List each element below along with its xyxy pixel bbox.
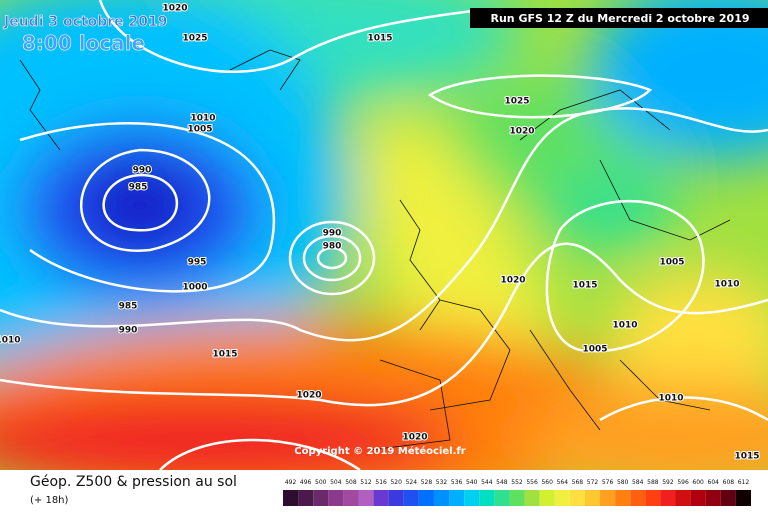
run-info: Run GFS 12 Z du Mercredi 2 octobre 2019 bbox=[490, 12, 749, 25]
scale-swatch bbox=[479, 490, 495, 506]
isobar-label: 990 bbox=[323, 229, 342, 239]
scale-label: 608 bbox=[723, 479, 735, 486]
scale-swatch bbox=[328, 490, 344, 506]
isobar-label: 1025 bbox=[504, 97, 529, 107]
scale-label: 544 bbox=[481, 479, 493, 486]
scale-swatch bbox=[705, 490, 721, 506]
scale-label: 540 bbox=[466, 479, 478, 486]
scale-swatch bbox=[283, 490, 299, 506]
scale-swatch bbox=[418, 490, 434, 506]
isobar-label: 1020 bbox=[509, 127, 534, 137]
scale-swatch bbox=[690, 490, 706, 506]
scale-label: 604 bbox=[708, 479, 720, 486]
scale-label: 568 bbox=[572, 479, 584, 486]
scale-swatch bbox=[433, 490, 450, 506]
isobar-label: 1025 bbox=[182, 34, 207, 44]
scale-label: 556 bbox=[526, 479, 538, 486]
scale-label: 492 bbox=[285, 479, 297, 486]
scale-label: 596 bbox=[677, 479, 689, 486]
scale-swatch bbox=[524, 490, 540, 506]
isobar-label: 1010 bbox=[658, 394, 683, 404]
scale-swatch bbox=[675, 490, 691, 506]
scale-swatch bbox=[358, 490, 374, 506]
isobar-label: 1005 bbox=[187, 125, 212, 135]
scale-label: 560 bbox=[541, 479, 553, 486]
scale-label: 504 bbox=[330, 479, 342, 486]
isobar-label: 980 bbox=[323, 242, 342, 252]
scale-swatch bbox=[464, 490, 480, 506]
isobar-label: 995 bbox=[188, 258, 207, 268]
scale-swatch bbox=[343, 490, 359, 506]
scale-label: 528 bbox=[421, 479, 433, 486]
scale-label: 524 bbox=[406, 479, 418, 486]
scale-label: 572 bbox=[587, 479, 599, 486]
isobar-label: 1005 bbox=[659, 258, 684, 268]
scale-swatch bbox=[615, 490, 631, 506]
scale-label: 548 bbox=[496, 479, 508, 486]
isobar-label: 1020 bbox=[296, 391, 321, 401]
isobar-label: 1015 bbox=[734, 452, 759, 462]
isobar-label: 1020 bbox=[402, 433, 427, 443]
scale-label: 612 bbox=[738, 479, 750, 486]
isobar-label: 1005 bbox=[582, 345, 607, 355]
run-box bbox=[470, 8, 768, 28]
scale-swatch bbox=[720, 490, 736, 506]
isobar-label: 1020 bbox=[162, 4, 187, 14]
scale-swatch bbox=[403, 490, 419, 506]
scale-swatch bbox=[569, 490, 585, 506]
time: 8:00 locale bbox=[22, 31, 145, 55]
scale-label: 508 bbox=[345, 479, 357, 486]
scale-label: 584 bbox=[632, 479, 644, 486]
scale-label: 576 bbox=[602, 479, 614, 486]
scale-label: 564 bbox=[557, 479, 569, 486]
copyright: Copyright © 2019 Météociel.fr bbox=[294, 445, 465, 457]
isobar-label: 1015 bbox=[212, 350, 237, 360]
scale-swatch bbox=[539, 490, 555, 506]
scale-swatch bbox=[373, 490, 389, 506]
date: Jeudi 3 octobre 2019 bbox=[3, 14, 167, 30]
lead-time: (+ 18h) bbox=[30, 495, 69, 506]
isobar-label: 990 bbox=[133, 166, 152, 176]
isobar-label: 1020 bbox=[500, 276, 525, 286]
scale-label: 580 bbox=[617, 479, 629, 486]
scale-swatch bbox=[735, 490, 751, 506]
scale-swatch bbox=[494, 490, 510, 506]
scale-swatch bbox=[630, 490, 646, 506]
footer-title: Géop. Z500 & pression au sol bbox=[30, 474, 237, 490]
isobar-label: 985 bbox=[129, 183, 148, 193]
scale-swatch bbox=[298, 490, 314, 506]
scale-swatch bbox=[660, 490, 676, 506]
scale-label: 496 bbox=[300, 479, 312, 486]
scale-label: 552 bbox=[511, 479, 523, 486]
scale-swatch bbox=[449, 490, 465, 506]
scale-swatch bbox=[554, 490, 570, 506]
scale-label: 516 bbox=[375, 479, 387, 486]
isobar-label: 1000 bbox=[182, 283, 207, 293]
isobar-label: 1010 bbox=[714, 280, 739, 290]
scale-swatch bbox=[313, 490, 329, 506]
isobar-label: 990 bbox=[119, 326, 138, 336]
scale-swatch bbox=[584, 490, 601, 506]
isobar-label: 1015 bbox=[367, 34, 392, 44]
isobar-label: 985 bbox=[119, 302, 138, 312]
isobar-label: 1010 bbox=[190, 114, 215, 124]
scale-swatch bbox=[388, 490, 404, 506]
scale-label: 500 bbox=[315, 479, 327, 486]
isobar-label: 1015 bbox=[572, 281, 597, 291]
scale-label: 588 bbox=[647, 479, 659, 486]
scale-label: 512 bbox=[360, 479, 372, 486]
scale-swatch bbox=[600, 490, 616, 506]
scale-label: 592 bbox=[662, 479, 674, 486]
isobar-label: 1010 bbox=[612, 321, 637, 331]
scale-label: 600 bbox=[692, 479, 704, 486]
isobar-label: 1010 bbox=[0, 336, 21, 346]
scale-label: 532 bbox=[436, 479, 448, 486]
scale-swatch bbox=[509, 490, 525, 506]
scale-label: 520 bbox=[390, 479, 402, 486]
scale-label: 536 bbox=[451, 479, 463, 486]
scale-swatch bbox=[645, 490, 661, 506]
